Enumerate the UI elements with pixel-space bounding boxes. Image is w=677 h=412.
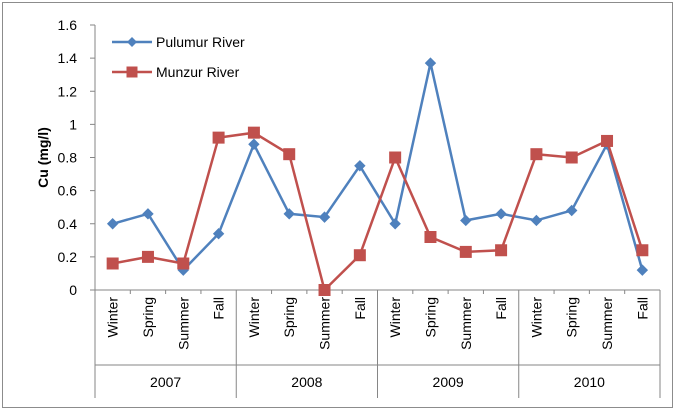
series-line (112, 131, 644, 293)
data-point (141, 250, 154, 263)
data-point (212, 131, 225, 144)
x-tick-label: Winter (246, 297, 262, 338)
series-layer (106, 57, 649, 296)
x-tick-label: Summer (458, 297, 474, 350)
y-tick-label: 0.2 (58, 249, 78, 265)
data-point (530, 214, 543, 227)
y-tick-label: 0.8 (58, 150, 78, 166)
data-point (318, 211, 331, 223)
data-point (565, 151, 578, 164)
x-tick-label: Summer (175, 297, 191, 350)
y-axis-title: Cu (mg/l) (35, 127, 51, 188)
legend-label: Munzur River (156, 64, 240, 80)
data-point (247, 126, 260, 139)
x-tick-label: Winter (387, 297, 403, 338)
legend-entry: Munzur River (112, 64, 240, 80)
data-point (283, 148, 296, 161)
data-point (318, 284, 331, 296)
data-point (389, 218, 401, 230)
group-label: 2010 (574, 374, 605, 390)
legend: Pulumur River Munzur River (112, 34, 245, 80)
legend-label: Pulumur River (156, 34, 245, 50)
x-tick-label: Fall (493, 297, 509, 320)
data-point (530, 148, 543, 161)
legend-entry: Pulumur River (112, 34, 245, 50)
y-tick-label: 1.6 (58, 17, 78, 33)
data-point (106, 257, 119, 270)
x-tick-label: Spring (422, 297, 438, 337)
data-point (424, 57, 437, 69)
y-tick-label: 1.4 (58, 50, 78, 66)
x-tick-label: Spring (140, 297, 156, 337)
x-tick-label: Spring (281, 297, 297, 337)
data-point (636, 264, 649, 276)
series-line (112, 62, 644, 273)
group-label: 2008 (291, 374, 322, 390)
data-point (177, 257, 190, 270)
x-tick-label: Winter (528, 297, 544, 338)
data-point (566, 204, 578, 217)
data-point (142, 208, 154, 220)
data-point (495, 208, 507, 220)
data-point (353, 249, 366, 262)
legend-marker (127, 37, 137, 47)
data-point (459, 245, 472, 258)
data-point (601, 134, 614, 147)
axes-layer: 0 0.2 0.4 0.6 0.8 1 1.2 1.4 1.6 Cu (mg/l) Winter Sp… (35, 17, 661, 398)
y-tick-label: 0.4 (58, 216, 78, 232)
series-munzur-river (106, 126, 649, 296)
x-tick-label: Fall (634, 297, 650, 320)
legend-marker (126, 66, 138, 78)
data-point (248, 138, 260, 150)
data-point (495, 244, 508, 257)
data-point (212, 227, 225, 240)
data-point (389, 151, 402, 164)
y-tick-label: 1 (69, 116, 77, 132)
x-tick-label: Fall (352, 297, 368, 320)
chart-frame (2, 2, 673, 408)
data-point (636, 244, 649, 257)
data-point (354, 160, 366, 172)
group-label: 2009 (433, 374, 464, 390)
data-point (106, 218, 119, 230)
group-label: 2007 (150, 374, 181, 390)
x-tick-label: Summer (317, 297, 333, 350)
data-point (424, 231, 437, 243)
x-tick-label: Winter (105, 297, 121, 338)
x-tick-label: Summer (599, 297, 615, 350)
x-tick-label: Spring (564, 297, 580, 337)
data-point (283, 208, 295, 220)
data-point (460, 214, 472, 227)
x-tick-label: Fall (211, 297, 227, 320)
y-tick-label: 0.6 (58, 183, 78, 199)
y-tick-label: 1.2 (58, 83, 78, 99)
y-tick-label: 0 (69, 282, 77, 298)
